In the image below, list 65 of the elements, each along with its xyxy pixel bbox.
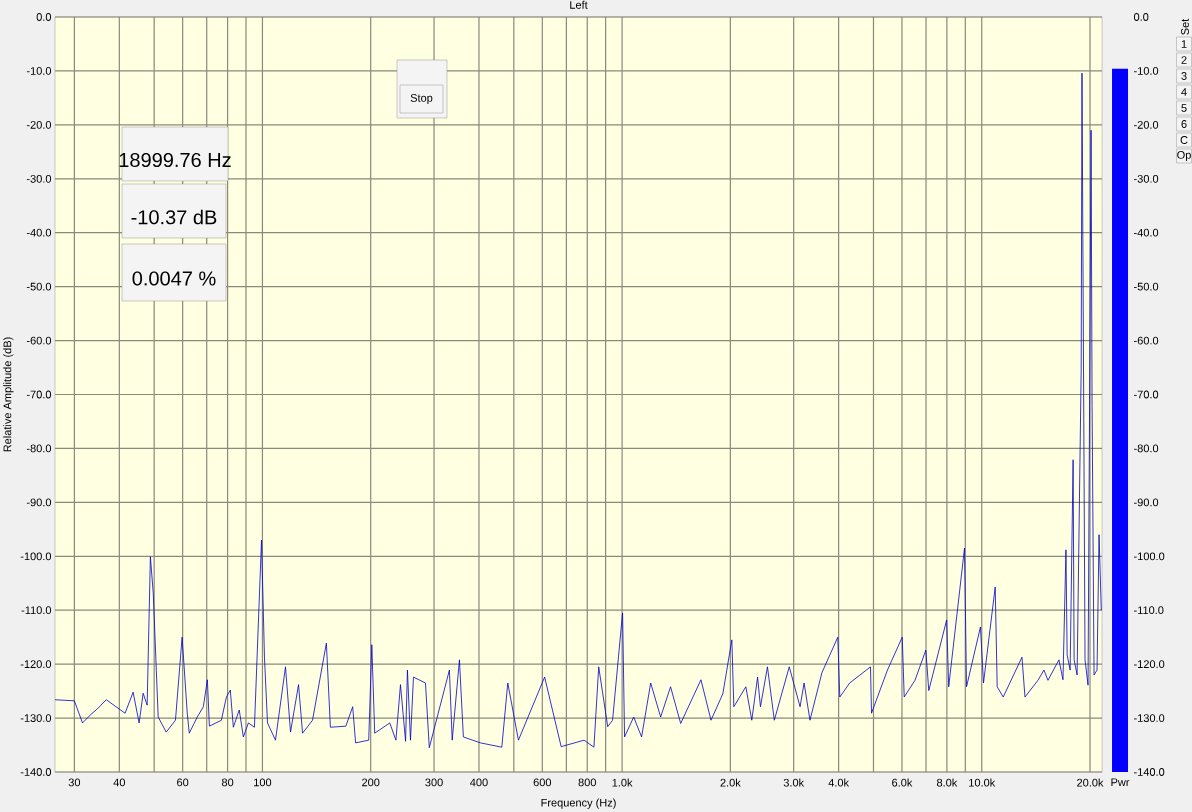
y-tick-label: -40.0	[1134, 228, 1159, 237]
x-tick-label: 40	[113, 778, 126, 787]
annotation: 0.0047 %	[132, 271, 216, 286]
x-tick-label: 60	[177, 778, 189, 787]
chart-title: Left	[570, 0, 588, 9]
y-tick-label: -100.0	[1134, 552, 1165, 561]
x-tick-label: 2.0k	[720, 778, 741, 787]
y-tick-label: 0.0	[36, 13, 52, 21]
y-tick-label: -20.0	[1134, 120, 1159, 129]
x-tick-label: 4.0k	[828, 778, 850, 787]
text: 4	[1181, 88, 1187, 96]
y-tick-label: -80.0	[26, 444, 52, 453]
x-tick-label: 600	[533, 778, 552, 787]
y-tick-label: -90.0	[1134, 498, 1159, 507]
x-tick-label: 3.0k	[783, 778, 805, 787]
y-tick-label: -140.0	[20, 768, 52, 776]
y-tick-label: -10.0	[26, 67, 52, 75]
x-tick-label: 300	[425, 778, 443, 787]
y-tick-label: -30.0	[26, 174, 52, 183]
text: 6	[1181, 120, 1187, 128]
annotation: 18999.76 Hz	[119, 152, 231, 168]
y-tick-label: -70.0	[1134, 390, 1159, 399]
y-tick-label: -20.0	[26, 120, 52, 129]
y-tick-label: -50.0	[1134, 282, 1159, 291]
y-tick-label: -120.0	[20, 660, 52, 669]
x-axis-title: Frequency (Hz)	[541, 798, 616, 809]
text: 5	[1181, 104, 1187, 112]
x-tick-label: 80	[221, 778, 234, 787]
annotation: Stop	[410, 94, 433, 104]
y-tick-label: -130.0	[20, 714, 52, 722]
x-tick-label: 800	[578, 778, 596, 787]
y-axis-title: Relative Amplitude (dB)	[3, 337, 14, 452]
x-tick-label: 6.0k	[892, 778, 913, 787]
y-tick-label: -80.0	[1134, 444, 1159, 453]
y-tick-label: -50.0	[26, 282, 52, 291]
y-tick-label: -130.0	[1134, 714, 1165, 722]
x-tick-label: Pwr	[1111, 778, 1130, 787]
x-tick-label: 30	[68, 778, 81, 787]
y-tick-label: -70.0	[26, 390, 52, 399]
y-tick-label: -110.0	[21, 606, 52, 615]
text: C	[1180, 136, 1188, 144]
y-tick-label: -10.0	[1134, 67, 1159, 75]
y-tick-label: -90.0	[26, 498, 52, 507]
annotation: -10.37 dB	[131, 209, 217, 225]
x-tick-label: 10.0k	[969, 778, 996, 787]
x-tick-label: 1.0k	[612, 778, 633, 787]
text: Op	[1177, 151, 1191, 161]
y-tick-label: -140.0	[1134, 768, 1165, 776]
y-tick-label: -40.0	[26, 228, 52, 237]
x-tick-label: 8.0k	[936, 778, 958, 787]
text: 3	[1181, 72, 1187, 80]
x-tick-label: 100	[254, 778, 272, 787]
y-tick-label: -60.0	[1134, 336, 1159, 345]
y-tick-label: -30.0	[1134, 174, 1159, 183]
x-tick-label: 200	[362, 778, 380, 787]
text: 1	[1181, 40, 1187, 48]
y-tick-label: -120.0	[1134, 660, 1165, 669]
x-tick-label: 20.0k	[1077, 778, 1104, 787]
y-tick-label: -110.0	[1134, 606, 1164, 615]
text: 2	[1181, 56, 1187, 64]
y-tick-label: -60.0	[26, 336, 52, 345]
text: Set	[1181, 18, 1189, 35]
y-tick-label: -100.0	[20, 552, 52, 561]
x-tick-label: 400	[470, 778, 488, 787]
y-tick-label: 0.0	[1133, 13, 1149, 21]
